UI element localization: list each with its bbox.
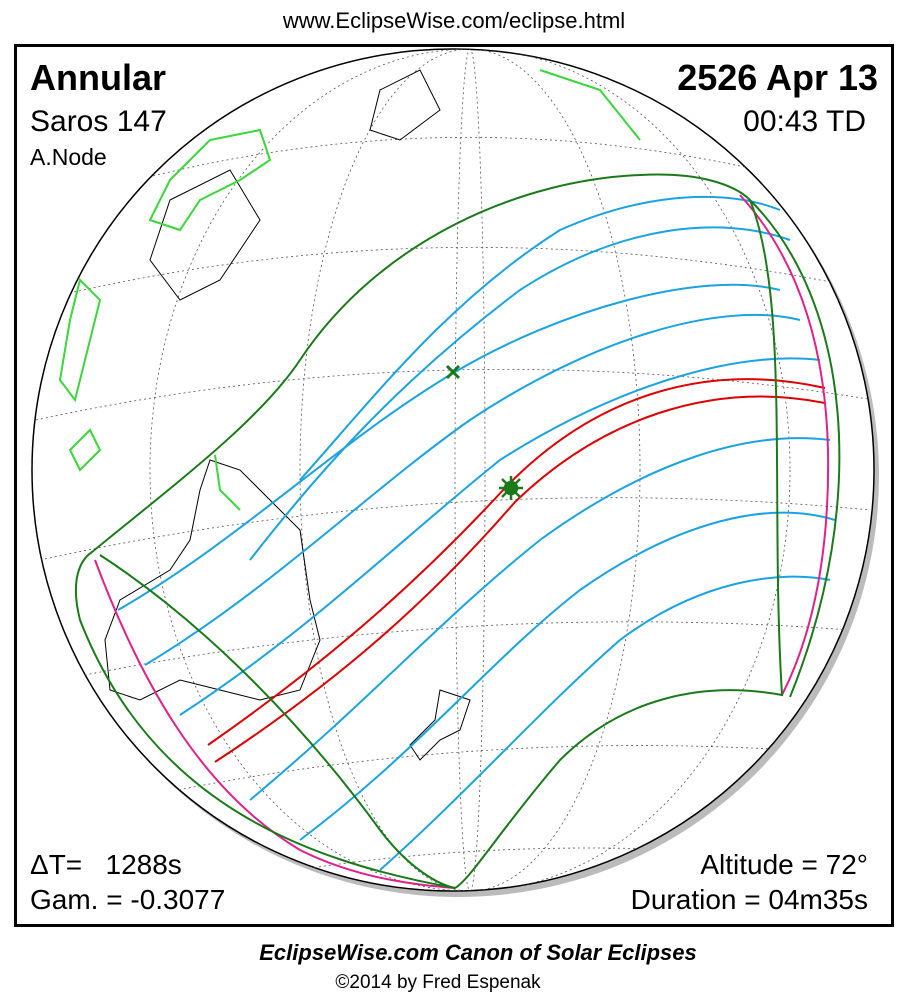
contour-line bbox=[249, 437, 831, 801]
date: 2526 Apr 13 bbox=[677, 57, 878, 98]
globe bbox=[31, 48, 875, 892]
meridian bbox=[149, 49, 791, 891]
penumbral-limit bbox=[99, 199, 841, 889]
node: A.Node bbox=[30, 144, 107, 170]
delta-t: ΔT= 1288s bbox=[30, 849, 182, 880]
url: www.EclipseWise.com/eclipse.html bbox=[282, 8, 625, 33]
rise-set-curve bbox=[94, 194, 830, 889]
greatest-eclipse bbox=[499, 476, 523, 500]
meridian bbox=[454, 49, 486, 891]
contour-line bbox=[179, 357, 821, 716]
duration: Duration = 04m35s bbox=[631, 884, 868, 915]
time: 00:43 TD bbox=[743, 105, 866, 138]
penumbral-limit bbox=[75, 173, 784, 890]
contour-line bbox=[249, 226, 791, 561]
contour-line bbox=[144, 313, 801, 666]
eclipse-type: Annular bbox=[30, 57, 166, 98]
footer-title: EclipseWise.com Canon of Solar Eclipses bbox=[259, 940, 697, 965]
footer-credit: ©2014 by Fred Espenak bbox=[335, 972, 541, 993]
contour-line bbox=[299, 195, 781, 481]
saros: Saros 147 bbox=[30, 105, 167, 138]
land-green bbox=[58, 69, 641, 511]
meridian bbox=[299, 49, 641, 891]
altitude: Altitude = 72° bbox=[700, 849, 868, 880]
coastline bbox=[104, 69, 471, 761]
marker-x bbox=[445, 364, 461, 380]
contour-line bbox=[379, 575, 831, 871]
central-path-limit bbox=[214, 395, 826, 763]
contour-line bbox=[299, 511, 836, 841]
gamma: Gam. = -0.3077 bbox=[30, 884, 225, 915]
